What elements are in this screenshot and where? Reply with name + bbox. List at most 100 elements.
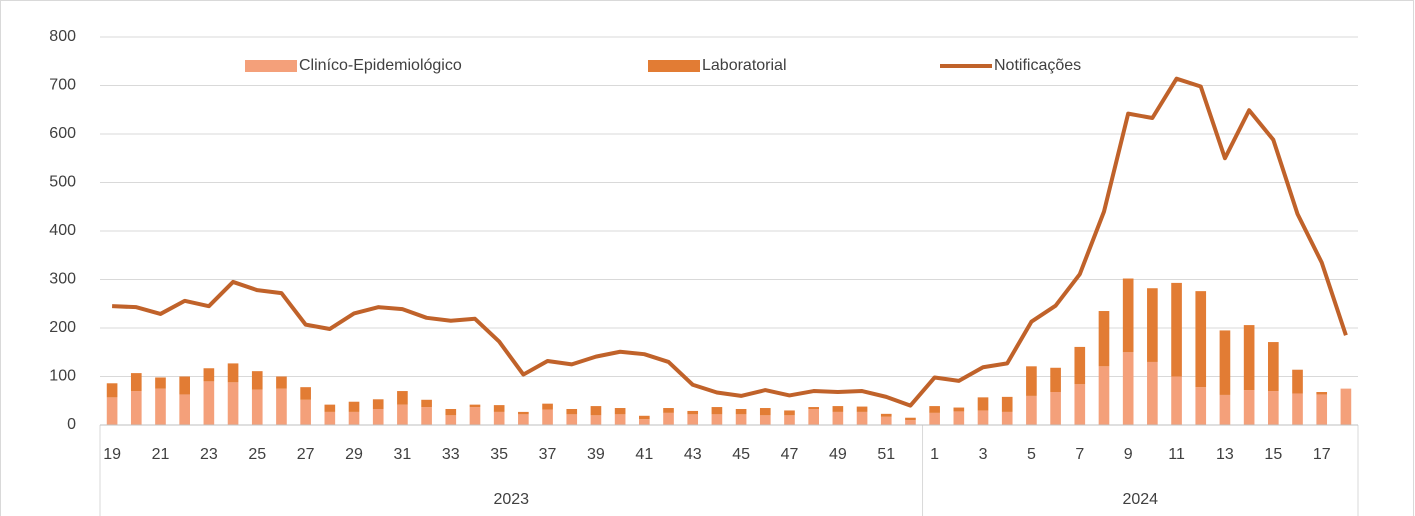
- bar: [300, 399, 311, 425]
- bar: [469, 407, 481, 425]
- bar: [542, 403, 553, 410]
- bar: [1050, 392, 1061, 425]
- bar: [1147, 361, 1158, 425]
- bar: [953, 407, 965, 412]
- bar: [784, 415, 795, 425]
- bar: [953, 411, 965, 425]
- bar: [130, 373, 142, 392]
- bar: [1171, 376, 1182, 425]
- bar: [1195, 291, 1207, 388]
- bar: [808, 408, 819, 425]
- y-tick-label: 100: [49, 368, 76, 385]
- x-tick-label: 29: [345, 446, 363, 463]
- x-tick-label: 11: [1168, 446, 1185, 463]
- bar: [445, 415, 457, 425]
- bar: [179, 394, 190, 425]
- bar: [759, 408, 771, 416]
- bar: [1147, 288, 1158, 362]
- bar: [155, 388, 166, 425]
- x-tick-label: 51: [877, 446, 895, 463]
- bar: [1243, 325, 1255, 391]
- bar: [832, 406, 844, 412]
- bar: [1316, 392, 1328, 395]
- bar: [590, 406, 602, 416]
- bar: [1098, 311, 1110, 367]
- x-tick-label: 21: [152, 446, 170, 463]
- bar: [421, 399, 432, 408]
- bar: [614, 408, 626, 415]
- bar: [518, 411, 529, 415]
- bar: [735, 414, 747, 425]
- bar: [711, 414, 723, 425]
- y-tick-label: 600: [49, 125, 76, 142]
- bar: [1026, 395, 1037, 425]
- y-tick-label: 0: [67, 416, 76, 433]
- bar: [1074, 346, 1086, 385]
- bar: [1268, 391, 1279, 425]
- bar: [276, 376, 287, 389]
- x-tick-label: 35: [490, 446, 508, 463]
- bar: [372, 408, 384, 425]
- bar: [832, 411, 844, 425]
- legend-swatch: [245, 60, 297, 72]
- group-label: 2024: [1122, 491, 1158, 508]
- x-tick-label: 5: [1027, 446, 1036, 463]
- bar: [1316, 394, 1328, 425]
- bar: [1292, 393, 1303, 425]
- x-tick-label: 23: [200, 446, 218, 463]
- x-tick-label: 33: [442, 446, 460, 463]
- bar: [493, 405, 505, 412]
- bar: [711, 407, 723, 415]
- x-tick-label: 39: [587, 446, 605, 463]
- bar: [324, 404, 336, 412]
- x-tick-label: 49: [829, 446, 847, 463]
- x-tick-label: 9: [1124, 446, 1133, 463]
- bar: [348, 411, 360, 425]
- bar: [1243, 390, 1255, 425]
- bar: [1026, 366, 1037, 396]
- bar: [639, 419, 650, 425]
- x-tick-label: 19: [103, 446, 121, 463]
- group-label: 2023: [493, 491, 529, 508]
- bar: [251, 371, 263, 390]
- x-tick-label: 37: [539, 446, 557, 463]
- bar: [1074, 384, 1086, 425]
- bar: [905, 417, 916, 421]
- bar: [1195, 387, 1207, 425]
- bar: [324, 411, 336, 425]
- bar: [880, 413, 892, 417]
- y-tick-label: 500: [49, 174, 76, 191]
- bar: [203, 381, 215, 425]
- bar: [929, 412, 940, 425]
- bar: [276, 388, 287, 425]
- bar: [1001, 396, 1013, 412]
- bar: [905, 420, 916, 425]
- bar: [445, 408, 457, 416]
- bar: [421, 407, 432, 425]
- y-tick-label: 200: [49, 319, 76, 336]
- bar: [542, 409, 553, 425]
- x-tick-label: 13: [1216, 446, 1234, 463]
- bar: [348, 401, 360, 412]
- bar: [1098, 366, 1110, 425]
- bar: [397, 391, 408, 405]
- line: [112, 76, 1348, 408]
- bar: [1001, 411, 1013, 425]
- bar: [227, 382, 239, 425]
- x-tick-label: 1: [930, 446, 939, 463]
- bar: [880, 416, 892, 425]
- bar: [856, 406, 868, 412]
- bar: [203, 368, 215, 382]
- legend-label: Notificações: [994, 57, 1081, 74]
- bar: [1268, 342, 1279, 392]
- bar: [566, 414, 578, 425]
- legend-swatch: [648, 60, 700, 72]
- bar: [1340, 388, 1352, 425]
- x-tick-label: 27: [297, 446, 315, 463]
- y-tick-label: 300: [49, 271, 76, 288]
- bar: [106, 383, 118, 398]
- x-tick-label: 7: [1075, 446, 1084, 463]
- bar: [1292, 369, 1303, 394]
